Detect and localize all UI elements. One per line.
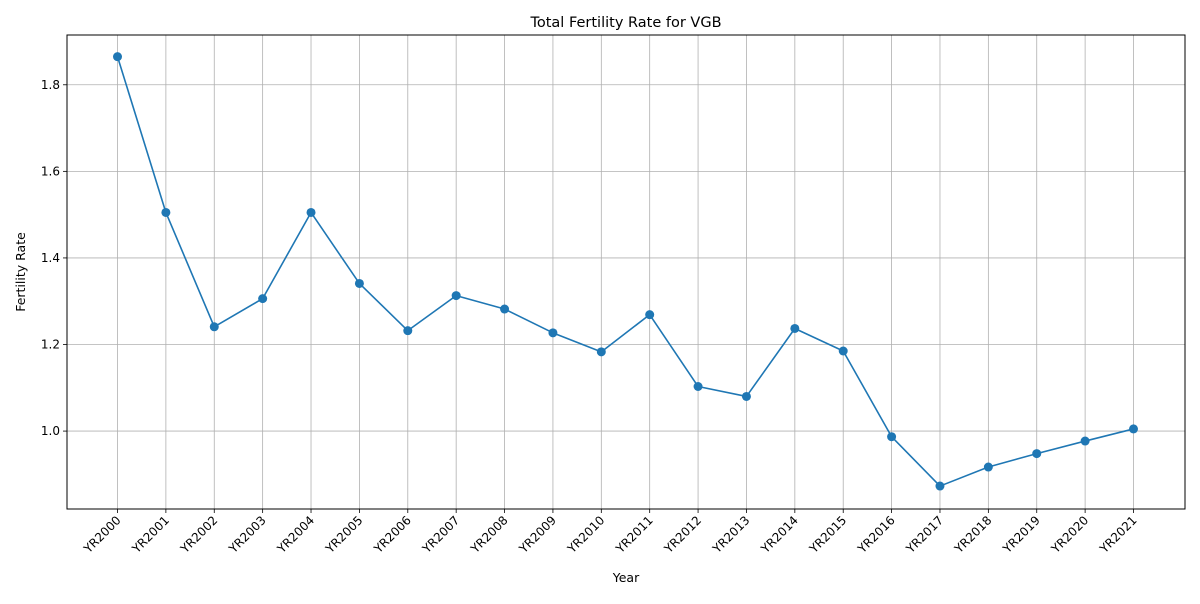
y-axis: 1.0 1.2 1.4 1.6 1.8 xyxy=(41,78,67,438)
data-point xyxy=(500,304,510,314)
data-point xyxy=(983,462,993,472)
x-tick-label: YR2005 xyxy=(322,513,365,556)
data-point xyxy=(741,391,751,401)
x-tick-label: YR2013 xyxy=(709,513,752,556)
x-tick-label: YR2012 xyxy=(661,513,704,556)
data-point xyxy=(693,381,703,391)
series-line xyxy=(116,56,1134,487)
data-point xyxy=(209,322,219,332)
x-tick-label: YR2007 xyxy=(419,513,462,556)
data-point xyxy=(354,278,364,288)
plot-frame xyxy=(66,34,1186,510)
x-tick-label: YR2010 xyxy=(564,513,607,556)
x-tick-label: YR2020 xyxy=(1048,513,1091,556)
x-tick-label: YR2009 xyxy=(516,513,559,556)
x-tick-label: YR2002 xyxy=(177,513,220,556)
data-point xyxy=(161,207,171,217)
data-point xyxy=(790,323,800,333)
x-tick-label: YR2006 xyxy=(371,513,414,556)
data-point xyxy=(645,310,655,320)
y-axis-label: Fertility Rate xyxy=(13,232,28,312)
data-point xyxy=(1080,436,1090,446)
x-axis: YR2000 YR2001 YR2002 YR2003 YR2004 YR2005 YR20… xyxy=(80,509,1140,557)
x-tick-label: YR2004 xyxy=(274,513,317,556)
y-tick-label: 1.4 xyxy=(41,251,60,265)
x-tick-label: YR2019 xyxy=(1000,513,1043,556)
y-tick-label: 1.0 xyxy=(41,424,60,438)
x-tick-label: YR2018 xyxy=(951,513,994,556)
y-tick-label: 1.8 xyxy=(41,78,60,92)
data-point xyxy=(451,291,461,301)
x-tick-label: YR2015 xyxy=(806,513,849,556)
y-tick-label: 1.6 xyxy=(41,164,60,178)
x-tick-label: YR2008 xyxy=(467,513,510,556)
series-layer xyxy=(113,52,1138,491)
x-tick-label: YR2021 xyxy=(1096,513,1139,556)
x-axis-label: Year xyxy=(612,570,640,585)
x-tick-label: YR2017 xyxy=(903,513,946,556)
data-point xyxy=(258,294,268,304)
data-point xyxy=(403,326,413,336)
x-tick-label: YR2016 xyxy=(854,513,897,556)
data-point xyxy=(887,432,897,442)
data-point xyxy=(935,481,945,491)
data-point xyxy=(548,328,558,338)
data-point xyxy=(838,346,848,356)
data-point xyxy=(1032,449,1042,459)
data-point xyxy=(113,52,122,62)
x-tick-label: YR2011 xyxy=(613,513,656,556)
data-point xyxy=(1129,424,1138,434)
x-tick-label: YR2003 xyxy=(225,513,268,556)
y-tick-label: 1.2 xyxy=(41,338,60,352)
chart-title: Total Fertility Rate for VGB xyxy=(529,15,721,31)
x-tick-label: YR2000 xyxy=(80,513,123,556)
data-point xyxy=(596,347,606,357)
x-tick-label: YR2001 xyxy=(129,513,172,556)
data-point xyxy=(306,207,316,217)
grid xyxy=(67,35,1185,509)
x-tick-label: YR2014 xyxy=(758,513,801,556)
